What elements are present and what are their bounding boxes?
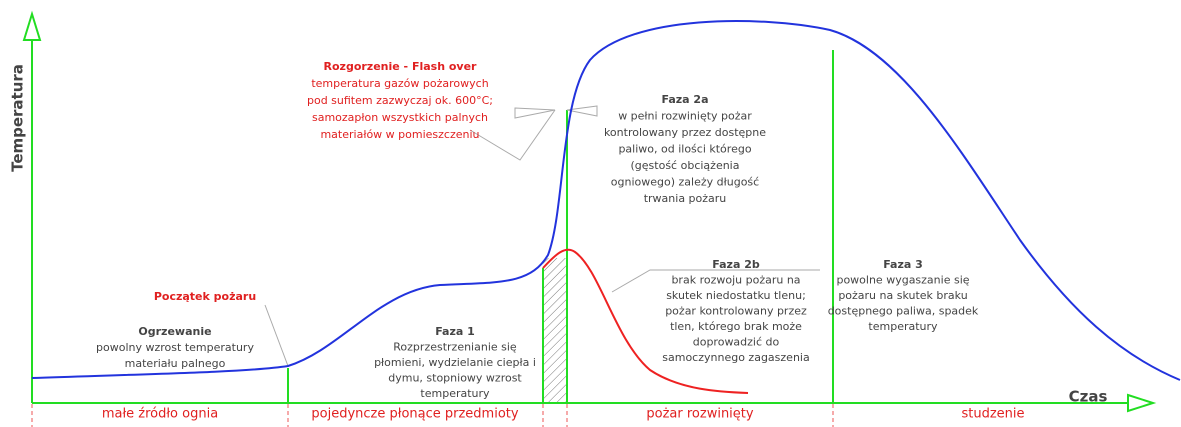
heating-text: powolny wzrost temperatury	[96, 341, 254, 354]
phase3-text: temperatury	[868, 320, 938, 333]
hatch	[543, 258, 567, 403]
phase3-text: powolne wygaszanie się	[836, 274, 969, 287]
stage-label: pożar rozwinięty	[646, 407, 753, 422]
callouts	[264, 105, 820, 367]
phase2b-text: pożar kontrolowany przez	[665, 305, 807, 318]
stage-label: studzenie	[961, 407, 1024, 422]
heating-title: Ogrzewanie	[138, 325, 211, 338]
y-axis-label: Temperatura	[9, 64, 27, 172]
axes	[22, 10, 1157, 413]
phase2b-title: Faza 2b	[712, 258, 760, 271]
phase1-text: dymu, stopniowy wzrost	[388, 372, 522, 385]
phase1-text: Rozprzestrzenianie się	[393, 341, 517, 354]
phase2a-text: paliwo, od ilości którego	[618, 143, 751, 156]
phase3-title: Faza 3	[883, 258, 923, 271]
phase2b-text: skutek niedostatku tlenu;	[666, 289, 806, 302]
phase1-text: płomieni, wydzielanie ciepła i	[374, 356, 536, 369]
stage-dividers	[31, 404, 834, 427]
x-axis-label: Czas	[1069, 388, 1108, 406]
phase1-title: Faza 1	[435, 325, 475, 338]
flashover-text: pod sufitem zazwyczaj ok. 600°C;	[307, 94, 493, 107]
flashover-text: temperatura gazów pożarowych	[311, 77, 488, 90]
phase2b-text: tlen, którego brak może	[670, 320, 802, 333]
phase2a-text: ogniowego) zależy długość	[611, 176, 759, 189]
phase3-text: pożaru na skutek braku	[838, 289, 967, 302]
oxygen-limited-curve	[542, 248, 749, 394]
phase3-text: dostępnego paliwa, spadek	[828, 305, 979, 318]
heating-text: materiału palnego	[125, 357, 226, 370]
stage-label: małe źródło ognia	[102, 407, 218, 422]
phase2b-text: doprowadzić do	[693, 336, 780, 349]
ignition-title: Początek pożaru	[154, 290, 256, 303]
phase2a-text: trwania pożaru	[644, 192, 727, 205]
flashover-text: materiałów w pomieszczeniu	[320, 128, 479, 141]
phase2a-text: (gęstość obciążenia	[631, 159, 740, 172]
flashover-title: Rozgorzenie - Flash over	[324, 60, 478, 73]
stage-label: pojedyncze płonące przedmioty	[311, 407, 518, 422]
phase2b-text: brak rozwoju pożaru na	[671, 274, 800, 287]
flashover-text: samozapłon wszystkich palnych	[312, 111, 488, 124]
phase2b-text: samoczynnego zagaszenia	[662, 351, 809, 364]
phase2a-text: w pełni rozwinięty pożar	[618, 110, 752, 123]
phase2a-title: Faza 2a	[661, 93, 708, 106]
phase2a-text: kontrolowany przez dostępne	[604, 126, 766, 139]
phase1-text: temperatury	[420, 387, 490, 400]
temperature-curve	[31, 20, 1181, 381]
